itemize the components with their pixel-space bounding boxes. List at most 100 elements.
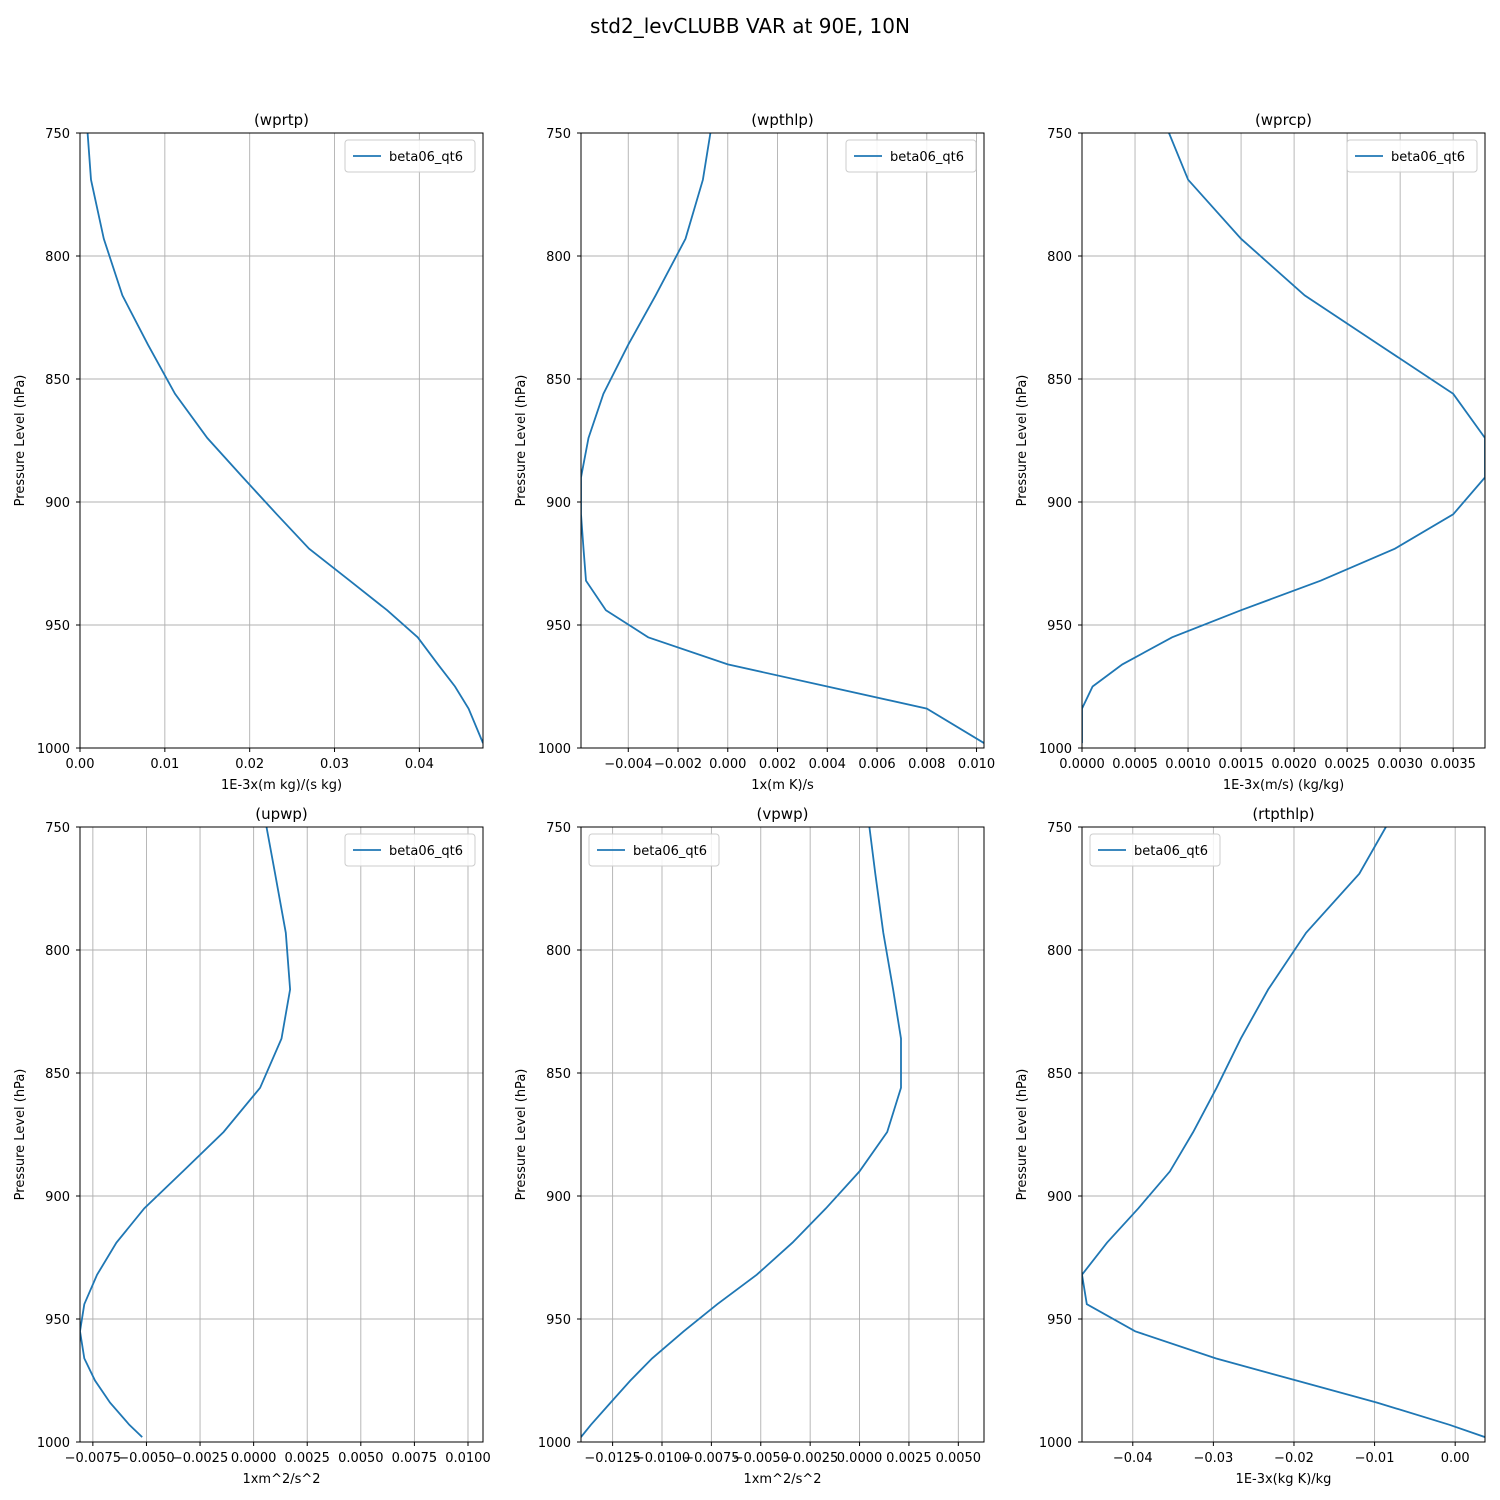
y-tick-label: 850	[45, 1067, 70, 1082]
x-tick-label: −0.0050	[118, 1451, 174, 1466]
x-tick-label: 0.00	[1441, 1451, 1470, 1466]
x-tick-label: 0.0020	[1271, 757, 1317, 772]
subplot-title: (rtpthlp)	[1252, 805, 1314, 823]
series-line-beta06_qt6	[1082, 133, 1485, 744]
axes-frame	[1081, 132, 1486, 749]
y-tick-label: 750	[45, 127, 70, 142]
legend-label: beta06_qt6	[633, 844, 707, 859]
x-tick-label: 0.0010	[1165, 757, 1211, 772]
y-tick-label: 950	[1047, 1313, 1072, 1328]
y-tick-label: 750	[1047, 821, 1072, 836]
y-axis-label: Pressure Level (hPa)	[13, 1069, 28, 1201]
y-tick-label: 750	[546, 127, 571, 142]
x-tick-label: −0.0025	[172, 1451, 228, 1466]
subplot-6: −0.04 −0.03 −0.02 −0.01 0.00 750 800 850 900 950 1…	[1015, 805, 1486, 1487]
y-axis-label: Pressure Level (hPa)	[514, 375, 529, 507]
y-tick-label: 800	[45, 944, 70, 959]
x-tick-label: −0.0025	[782, 1451, 838, 1466]
x-tick-label: 0.0050	[338, 1451, 384, 1466]
y-tick-label: 900	[1047, 496, 1072, 511]
x-tick-label: 0.0050	[936, 1451, 982, 1466]
x-tick-label: 0.01	[150, 757, 179, 772]
y-tick-label: 800	[45, 250, 70, 265]
x-tick-label: 0.0035	[1430, 757, 1476, 772]
series-line-beta06_qt6	[581, 827, 902, 1438]
x-tick-label: 0.0015	[1218, 757, 1264, 772]
legend-box	[1089, 833, 1221, 867]
y-tick-label: 800	[546, 944, 571, 959]
subplot-title: (wpthlp)	[751, 111, 814, 129]
x-tick-label: 0.0000	[1059, 757, 1105, 772]
x-tick-label: 0.0075	[392, 1451, 438, 1466]
legend-box	[588, 833, 720, 867]
x-tick-label: 0.002	[759, 757, 796, 772]
y-tick-label: 900	[1047, 1190, 1072, 1205]
x-tick-label: −0.01	[1355, 1451, 1395, 1466]
y-tick-label: 900	[45, 1190, 70, 1205]
y-tick-label: 800	[1047, 944, 1072, 959]
y-tick-label: 750	[1047, 127, 1072, 142]
axes-frame	[79, 132, 484, 749]
subplot-2: −0.004 −0.002 0.000 0.002 0.004 0.006 0.008 0.0…	[514, 111, 995, 793]
subplot-1: 0.00 0.01 0.02 0.03 0.04 750 800 850 900 950 1000 (…	[13, 111, 484, 793]
x-tick-label: −0.0050	[733, 1451, 789, 1466]
y-tick-label: 900	[546, 1190, 571, 1205]
x-tick-label: −0.03	[1193, 1451, 1233, 1466]
y-tick-label: 850	[1047, 1067, 1072, 1082]
legend-label: beta06_qt6	[389, 150, 463, 165]
y-tick-label: 1000	[37, 1436, 70, 1451]
x-tick-label: 0.02	[235, 757, 264, 772]
subplot-3: 0.0000 0.0005 0.0010 0.0015 0.0020 0.0025 0.00…	[1015, 111, 1486, 793]
subplot-4: −0.0075−0.0050−0.0025 0.0000 0.0025 0.0050 0…	[13, 805, 491, 1487]
y-tick-label: 950	[1047, 619, 1072, 634]
x-tick-label: −0.0125	[584, 1451, 640, 1466]
y-tick-label: 1000	[538, 742, 571, 757]
x-tick-label: 0.010	[958, 757, 995, 772]
y-tick-label: 750	[45, 821, 70, 836]
axes-frame	[79, 826, 484, 1443]
series-line-beta06_qt6	[86, 133, 483, 744]
legend-box	[845, 139, 977, 173]
y-tick-label: 1000	[1039, 742, 1072, 757]
x-tick-label: 0.03	[320, 757, 349, 772]
series-line-beta06_qt6	[1082, 827, 1485, 1438]
subplot-title: (wprtp)	[254, 111, 309, 129]
x-tick-label: 0.00	[66, 757, 95, 772]
x-tick-label: −0.02	[1274, 1451, 1314, 1466]
x-tick-label: 0.0005	[1112, 757, 1158, 772]
axes-frame	[1081, 826, 1486, 1443]
subplot-title: (upwp)	[255, 805, 308, 823]
x-axis-label: 1x(m K)/s	[751, 778, 814, 793]
y-tick-label: 900	[45, 496, 70, 511]
series-line-beta06_qt6	[581, 133, 984, 744]
x-axis-label: 1E-3x(kg K)/kg	[1236, 1472, 1332, 1487]
y-tick-label: 950	[546, 619, 571, 634]
x-axis-label: 1E-3x(m/s) (kg/kg)	[1223, 778, 1344, 793]
y-tick-label: 750	[546, 821, 571, 836]
legend-label: beta06_qt6	[1391, 150, 1465, 165]
x-tick-label: −0.0100	[634, 1451, 690, 1466]
y-tick-label: 800	[546, 250, 571, 265]
x-axis-label: 1xm^2/s^2	[743, 1472, 821, 1487]
legend-label: beta06_qt6	[389, 844, 463, 859]
y-axis-label: Pressure Level (hPa)	[1015, 1069, 1030, 1201]
x-tick-label: 0.0030	[1377, 757, 1423, 772]
legend-label: beta06_qt6	[890, 150, 964, 165]
x-tick-label: −0.004	[604, 757, 652, 772]
y-tick-label: 1000	[1039, 1436, 1072, 1451]
y-tick-label: 950	[45, 1313, 70, 1328]
x-tick-label: 0.006	[858, 757, 895, 772]
y-tick-label: 900	[546, 496, 571, 511]
x-tick-label: 0.0100	[445, 1451, 491, 1466]
x-tick-label: 0.0000	[231, 1451, 277, 1466]
y-tick-label: 850	[1047, 373, 1072, 388]
x-tick-label: 0.0025	[886, 1451, 932, 1466]
y-tick-label: 850	[546, 1067, 571, 1082]
x-tick-label: 0.000	[709, 757, 746, 772]
y-tick-label: 850	[546, 373, 571, 388]
subplot-5: −0.0125−0.0100−0.0075−0.0050−0.00250.000…	[514, 805, 985, 1487]
subplot-title: (wprcp)	[1255, 111, 1312, 129]
x-tick-label: −0.04	[1113, 1451, 1153, 1466]
y-axis-label: Pressure Level (hPa)	[13, 375, 28, 507]
